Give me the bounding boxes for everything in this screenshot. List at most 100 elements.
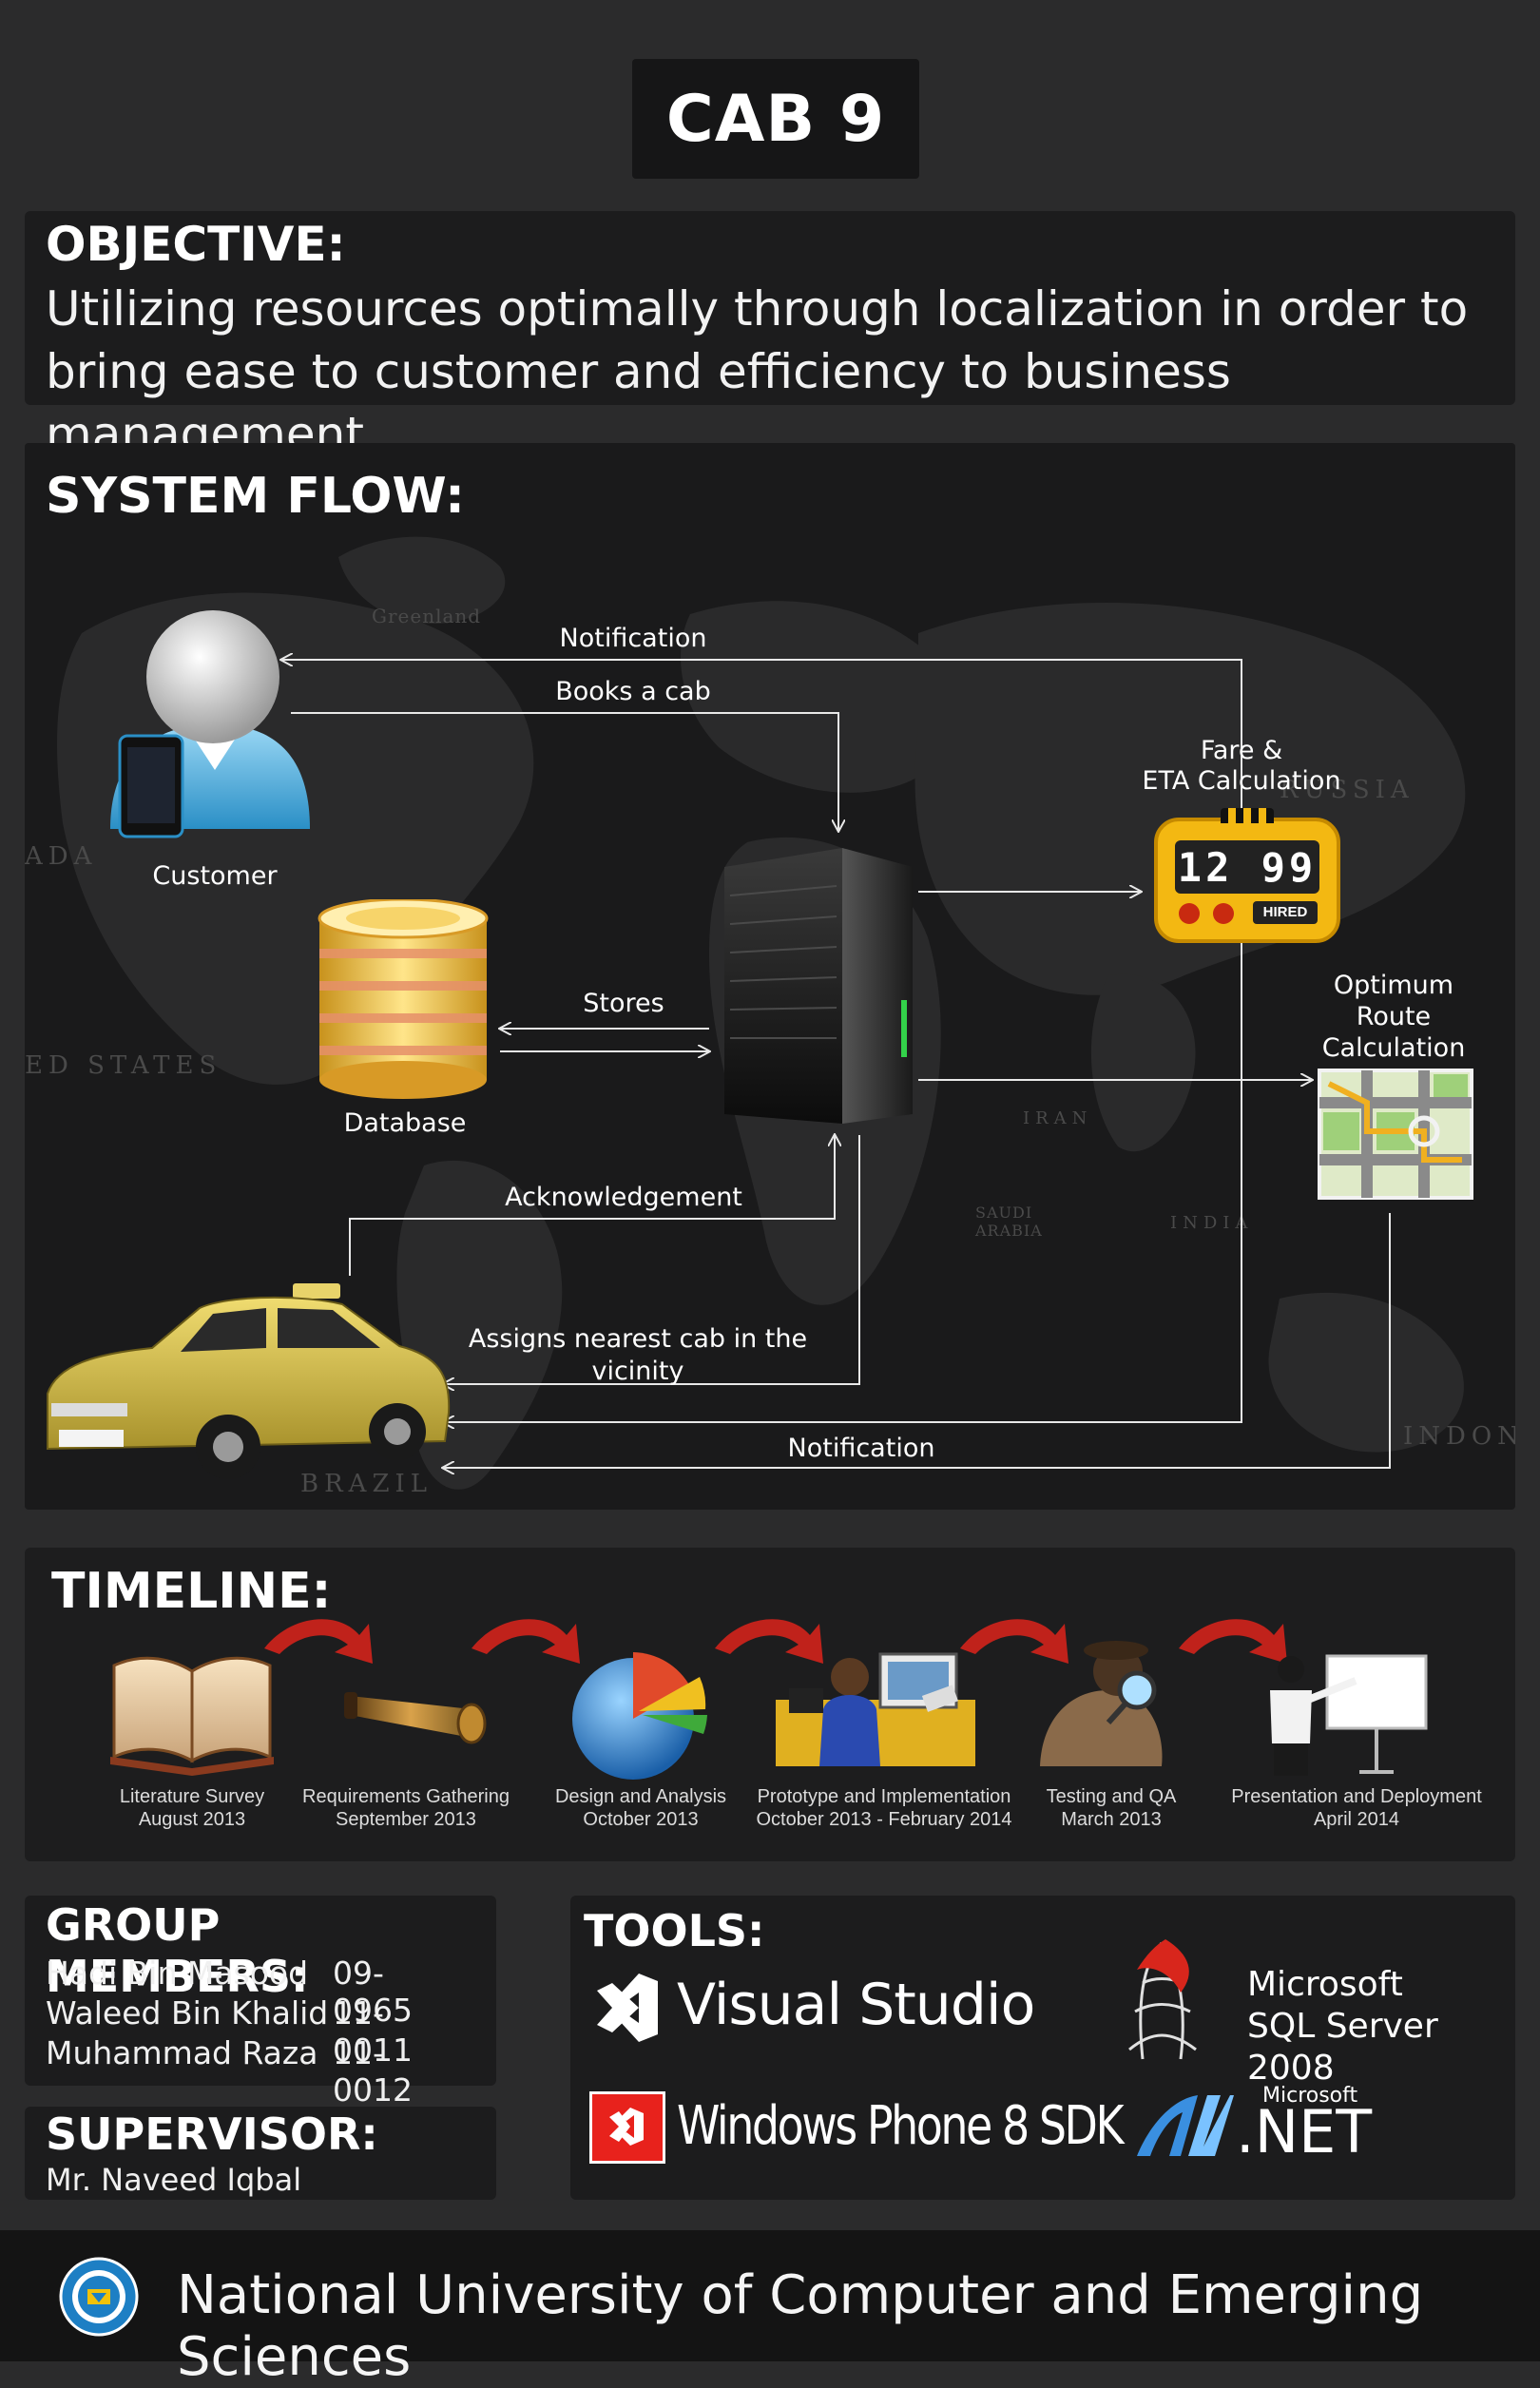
timeline-graphics <box>110 1619 1428 1780</box>
route-label: Optimum Route Calculation <box>1280 970 1508 1064</box>
dotnet-icon <box>1137 2095 1234 2156</box>
system-flow-panel: Greenland ADA ED STATES RUSSIA BRAZIL IN… <box>25 443 1515 1510</box>
route-label-line-2: Route <box>1356 1002 1432 1031</box>
member-row-1: Hadi Bin Masood 09-0965 <box>46 1955 413 2029</box>
timeline-arrow-4 <box>960 1619 1068 1664</box>
timeline-step-1: Literature Survey August 2013 <box>49 1785 335 1831</box>
objective-heading: OBJECTIVE: <box>46 217 346 272</box>
timeline-arrow-5 <box>1179 1619 1287 1664</box>
database-label: Database <box>343 1108 467 1138</box>
objective-text: Utilizing resources optimally through lo… <box>46 278 1510 466</box>
sql-server-icon <box>1128 1939 1197 2060</box>
objective-line-1: Utilizing resources optimally through lo… <box>46 281 1469 337</box>
timeline-step-4: Prototype and Implementation October 201… <box>732 1785 1036 1831</box>
footer: National University of Computer and Emer… <box>0 2230 1540 2388</box>
member-2-name: Waleed Bin Khalid <box>46 1994 329 2032</box>
map-label-canada: ADA <box>25 842 98 871</box>
meter-display: 12 99 <box>1175 840 1319 894</box>
edge-label-stores: Stores <box>583 989 664 1018</box>
timeline-step-5-date: March 2013 <box>1061 1809 1162 1830</box>
presenter-icon <box>1270 1654 1428 1776</box>
meter-hired-sign: HIRED <box>1253 901 1318 924</box>
university-name: National University of Computer and Emer… <box>177 2264 1424 2388</box>
timeline-arrow-2 <box>472 1619 580 1664</box>
map-label-russia: RUSSIA <box>1280 776 1415 804</box>
timeline-step-4-name: Prototype and Implementation <box>757 1786 1011 1807</box>
book-icon <box>110 1656 274 1776</box>
route-map-icon <box>1318 1069 1473 1200</box>
fare-eta-label-line-1: Fare & <box>1200 736 1283 765</box>
arrow-assigns-cab <box>443 1135 860 1384</box>
flow-arrows <box>25 443 1391 1510</box>
meter-digits: 12 99 <box>1177 843 1318 891</box>
member-3-id: 11-0012 <box>333 2034 413 2109</box>
title-box: CAB 9 <box>632 59 919 179</box>
timeline-step-1-date: August 2013 <box>138 1809 246 1830</box>
windows-phone-sdk-icon <box>589 2091 665 2164</box>
arrow-fare-to-cab <box>443 937 1242 1422</box>
timeline-arrow-1 <box>264 1619 373 1664</box>
objective-line-2: bring ease to customer and efficiency to… <box>46 344 1231 462</box>
timeline-step-6-date: April 2014 <box>1313 1809 1400 1830</box>
group-members-heading: GROUP MEMBERS: <box>46 1899 309 2002</box>
tools-panel: TOOLS: Visual Studio Windows Phone 8 SDK… <box>570 1896 1515 2200</box>
meter-button-1 <box>1179 903 1200 924</box>
telescope-icon <box>344 1692 487 1744</box>
map-label-iran: IRAN <box>1023 1108 1093 1128</box>
map-label-brazil: BRAZIL <box>300 1470 433 1498</box>
visual-studio-label: Visual Studio <box>677 1972 1035 2038</box>
customer-label: Customer <box>152 861 278 891</box>
supervisor-heading: SUPERVISOR: <box>46 2109 378 2160</box>
timeline-step-6: Presentation and Deployment April 2014 <box>1209 1785 1504 1831</box>
map-label-united-states: ED STATES <box>25 1051 222 1080</box>
visual-studio-icon <box>597 1974 658 2042</box>
sql-server-label-line-1: Microsoft <box>1247 1965 1403 2004</box>
timeline-step-3-name: Design and Analysis <box>554 1786 727 1807</box>
member-2-id: 11-0011 <box>333 1994 413 2069</box>
member-row-3: Muhammad Raza 11-0012 <box>46 2034 413 2109</box>
timeline-step-3-date: October 2013 <box>583 1809 699 1830</box>
timeline-step-2-name: Requirements Gathering <box>302 1786 510 1807</box>
sql-server-label: Microsoft SQL Server 2008 <box>1247 1964 1515 2090</box>
server-icon <box>724 848 913 1124</box>
customer-icon <box>110 610 310 838</box>
fare-eta-label-line-2: ETA Calculation <box>1142 766 1341 796</box>
timeline-arrows <box>264 1619 1287 1664</box>
windows-phone-sdk-label: Windows Phone 8 SDK <box>677 2095 1125 2157</box>
university-seal-icon <box>59 2257 139 2337</box>
timeline-arrow-3 <box>715 1619 823 1664</box>
member-1-id: 09-0965 <box>333 1955 413 2029</box>
member-3-name: Muhammad Raza <box>46 2034 318 2071</box>
arrow-notification-top <box>281 660 1242 812</box>
timeline-step-5: Testing and QA March 2013 <box>1002 1785 1221 1831</box>
database-icon <box>318 899 489 1099</box>
detective-icon <box>1040 1641 1163 1766</box>
timeline-step-2-date: September 2013 <box>336 1809 476 1830</box>
member-row-2: Waleed Bin Khalid 11-0011 <box>46 1994 413 2069</box>
member-1-name: Hadi Bin Masood <box>46 1955 309 1992</box>
meter-button-2 <box>1213 903 1234 924</box>
taxi-cab-icon <box>47 1283 451 1479</box>
route-label-line-1: Optimum <box>1333 971 1454 1000</box>
meter-checker-sign <box>1221 808 1274 823</box>
arrow-acknowledgement <box>349 1135 835 1276</box>
timeline-step-4-date: October 2013 - February 2014 <box>756 1809 1012 1830</box>
objective-panel: OBJECTIVE: Utilizing resources optimally… <box>25 211 1515 462</box>
timeline-heading: TIMELINE: <box>51 1563 332 1620</box>
map-label-greenland: Greenland <box>372 605 482 627</box>
map-label-indonesia: INDONES <box>1403 1422 1515 1451</box>
route-label-line-3: Calculation <box>1321 1033 1466 1063</box>
edge-label-assigns-line-1: Assigns nearest cab in the <box>468 1324 808 1354</box>
timeline-panel: TIMELINE: <box>25 1548 1515 1861</box>
pie-chart-icon <box>572 1652 707 1780</box>
supervisor-panel: SUPERVISOR: Mr. Naveed Iqbal <box>25 2107 496 2200</box>
developer-icon <box>776 1652 975 1766</box>
edge-label-books-cab: Books a cab <box>555 677 711 706</box>
timeline-step-5-name: Testing and QA <box>1046 1786 1177 1807</box>
edge-label-notification-bottom: Notification <box>787 1434 935 1463</box>
arrow-notification-bottom <box>443 1213 1391 1468</box>
edge-label-assigns-line-2: vicinity <box>591 1357 684 1386</box>
dotnet-brand-label: Microsoft <box>1262 2084 1358 2108</box>
sql-server-label-line-2: SQL Server 2008 <box>1247 2007 1438 2088</box>
edge-label-assigns-cab: Assigns nearest cab in the vicinity <box>443 1323 833 1388</box>
